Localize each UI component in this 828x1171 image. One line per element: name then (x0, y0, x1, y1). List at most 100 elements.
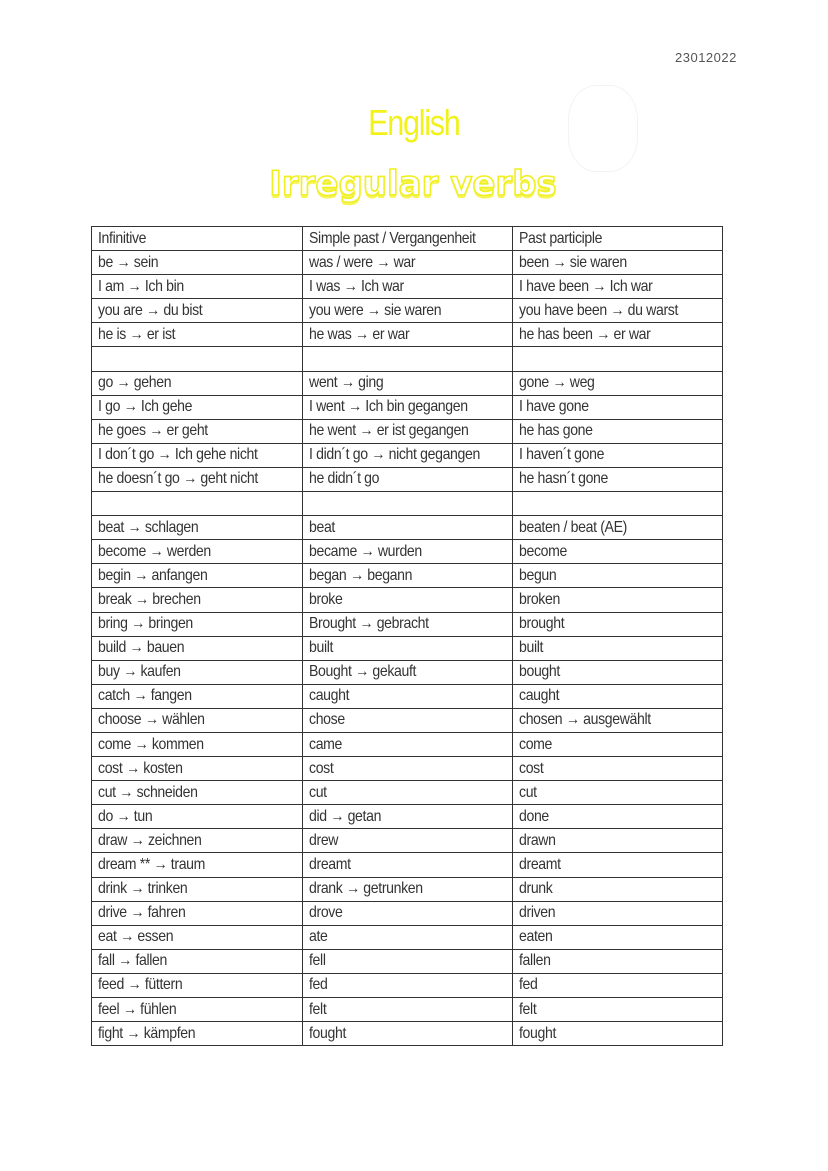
table-cell: Brought → gebracht (302, 611, 513, 637)
table-cell: was / were → war (302, 250, 513, 276)
table-cell: he is → er ist (91, 322, 303, 348)
table-row: you are → du bist you were → sie waren you… (91, 298, 723, 324)
table-cell: choose → wählen (91, 707, 303, 733)
table-row: buy → kaufen Bought → gekauft bought (91, 659, 723, 685)
table-cell: begin → anfangen (91, 563, 303, 589)
table-row: become → werden became → wurden become (91, 539, 723, 565)
table-row: choose → wählen chose chosen → ausgewählt (91, 707, 723, 733)
table-cell (91, 491, 303, 517)
date: 23012022 (675, 50, 737, 65)
table-cell: fell (302, 948, 513, 974)
table-row: do → tun did → getan done (91, 804, 723, 830)
table-cell: he doesn´t go → geht nicht (91, 466, 303, 493)
table-header-row: Infinitive Simple past / Vergangenheit P… (91, 225, 723, 252)
table-cell: I go → Ich gehe (91, 394, 303, 420)
table-row: feel → fühlen felt felt (91, 996, 723, 1023)
table-cell: did → getan (302, 804, 513, 830)
table-cell: fight → kämpfen (91, 1021, 303, 1047)
table-cell: became → wurden (302, 539, 513, 565)
table-cell: cost (512, 756, 723, 782)
table-cell: drank → getrunken (302, 876, 513, 902)
table-row: beat → schlagen beat beaten / beat (AE) (91, 515, 723, 541)
table-cell: caught (302, 683, 513, 709)
header-cell: Infinitive (91, 225, 303, 252)
table-cell: eaten (512, 924, 723, 950)
table-cell: chosen → ausgewählt (512, 707, 723, 733)
table-cell: fought (302, 1021, 513, 1047)
table-cell: dream ** → traum (91, 852, 303, 878)
table-cell: began → begann (302, 563, 513, 589)
table-cell: he goes → er geht (91, 418, 303, 444)
page-subtitle: Irregular verbs (268, 163, 557, 205)
table-row: he goes → er geht he went → er ist gegang… (91, 418, 723, 444)
table-cell: come → kommen (91, 731, 303, 758)
table-cell (512, 491, 723, 517)
table-row: dream ** → traum dreamt dreamt (91, 852, 723, 878)
table-cell: I don´t go → Ich gehe nicht (91, 442, 303, 468)
table-cell: came (302, 731, 513, 758)
table-cell: cut (512, 780, 723, 806)
table-cell: fought (512, 1021, 723, 1047)
table-cell: brought (512, 611, 723, 637)
table-cell: be → sein (91, 250, 303, 276)
table-cell: become → werden (91, 539, 303, 565)
table-cell (302, 346, 513, 372)
table-cell (91, 346, 303, 372)
table-cell: Bought → gekauft (302, 659, 513, 685)
header-cell: Past participle (512, 225, 723, 252)
table-row: eat → essen ate eaten (91, 924, 723, 950)
table-cell: broken (512, 587, 723, 613)
table-cell: buy → kaufen (91, 659, 303, 685)
table-cell: come (512, 731, 723, 758)
table-cell: cost (302, 756, 513, 782)
table-row: fall → fallen fell fallen (91, 948, 723, 974)
table-cell: drew (302, 828, 513, 854)
table-cell: built (512, 635, 723, 661)
table-row: bring → bringen Brought → gebracht brought (91, 611, 723, 637)
table-row: be → sein was / were → war been → sie ware… (91, 250, 723, 276)
table-cell: ate (302, 924, 513, 950)
table-cell: fed (302, 972, 513, 999)
table-row: go → gehen went → ging gone → weg (91, 370, 723, 396)
irregular-verbs-table: Infinitive Simple past / Vergangenheit P… (91, 225, 723, 1047)
table-row: come → kommen came come (91, 731, 723, 758)
table-cell: I have been → Ich war (512, 274, 723, 300)
table-cell: dreamt (302, 852, 513, 878)
table-cell: do → tun (91, 804, 303, 830)
table-cell: I have gone (512, 394, 723, 420)
table-cell: bought (512, 659, 723, 685)
table-row: break → brechen broke broken (91, 587, 723, 613)
table-cell: broke (302, 587, 513, 613)
table-cell: fall → fallen (91, 948, 303, 974)
table-cell: felt (512, 996, 723, 1023)
table-cell: build → bauen (91, 635, 303, 661)
table-cell: beaten / beat (AE) (512, 515, 723, 541)
table-row: drive → fahren drove driven (91, 900, 723, 926)
table-cell: feed → füttern (91, 972, 303, 999)
table-cell: fallen (512, 948, 723, 974)
table-cell: catch → fangen (91, 683, 303, 709)
table-cell: I didn´t go → nicht gegangen (302, 442, 513, 468)
table-cell: dreamt (512, 852, 723, 878)
table-row: I am → Ich bin I was → Ich war I have been… (91, 274, 723, 300)
table-row: drink → trinken drank → getrunken drunk (91, 876, 723, 902)
table-cell: he was → er war (302, 322, 513, 348)
table-cell: begun (512, 563, 723, 589)
table-cell: bring → bringen (91, 611, 303, 637)
table-cell: driven (512, 900, 723, 926)
table-cell: he didn´t go (302, 466, 513, 493)
table-cell: cost → kosten (91, 756, 303, 782)
table-row: he doesn´t go → geht nicht he didn´t go he… (91, 466, 723, 493)
table-cell: break → brechen (91, 587, 303, 613)
table-row: catch → fangen caught caught (91, 683, 723, 709)
table-cell: you have been → du warst (512, 298, 723, 324)
table-cell: draw → zeichnen (91, 828, 303, 854)
table-row: I go → Ich gehe I went → Ich bin gegangen… (91, 394, 723, 420)
table-row: begin → anfangen began → begann begun (91, 563, 723, 589)
decorative-sticker (568, 85, 638, 172)
table-cell: felt (302, 996, 513, 1023)
table-row: draw → zeichnen drew drawn (91, 828, 723, 854)
table-cell: feel → fühlen (91, 996, 303, 1023)
table-row: build → bauen built built (91, 635, 723, 661)
table-cell: cut → schneiden (91, 780, 303, 806)
